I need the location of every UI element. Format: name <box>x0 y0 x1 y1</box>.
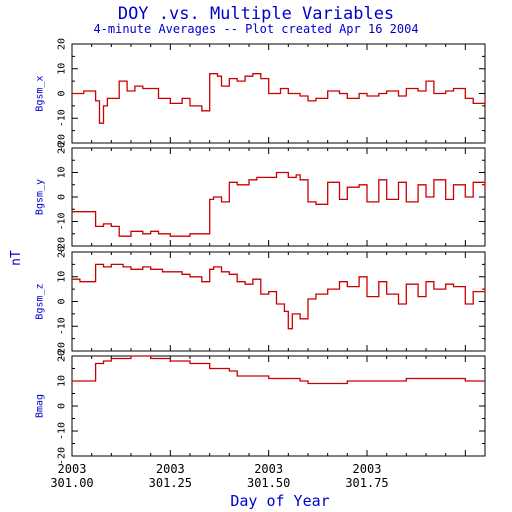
y-tick-label: 20 <box>57 350 68 362</box>
y-tick-label: 0 <box>57 298 68 304</box>
panel-4-series-line <box>72 355 485 385</box>
x-tick-label-doy: 301.50 <box>247 476 290 490</box>
x-tick-label-year: 2003 <box>353 462 382 476</box>
x-tick-label-year: 2003 <box>156 462 185 476</box>
panel-2-ylabel: Bgsm_y <box>35 179 46 215</box>
x-tick-label-doy: 301.75 <box>345 476 388 490</box>
y-tick-label: 10 <box>57 375 68 387</box>
y-tick-label: 10 <box>57 63 68 75</box>
y-tick-label: -20 <box>57 342 68 360</box>
x-tick-label-doy: 301.00 <box>50 476 93 490</box>
y-tick-label: 20 <box>57 38 68 50</box>
y-tick-label: -10 <box>57 109 68 127</box>
x-tick-label-doy: 301.25 <box>149 476 192 490</box>
chart-title: DOY .vs. Multiple Variables <box>117 4 395 24</box>
y-tick-label: 0 <box>57 403 68 409</box>
y-tick-label: 20 <box>57 246 68 258</box>
chart-subtitle: 4-minute Averages -- Plot created Apr 16… <box>93 22 419 36</box>
y-tick-label: -20 <box>57 447 68 465</box>
panel-3-frame <box>71 251 486 352</box>
panel-1-ylabel: Bgsm_x <box>35 75 46 111</box>
panel-1-series-line <box>72 73 486 124</box>
y-tick-label: -10 <box>57 212 68 230</box>
common-y-axis-label: nT <box>9 250 24 266</box>
y-tick-label: -20 <box>57 237 68 255</box>
y-tick-label: 0 <box>57 90 68 96</box>
y-tick-label: 10 <box>57 271 68 283</box>
y-tick-label: 10 <box>57 166 68 178</box>
y-tick-label: -10 <box>57 422 68 440</box>
x-tick-label-year: 2003 <box>254 462 283 476</box>
panel-2-series-line <box>72 171 486 237</box>
y-tick-label: 20 <box>57 142 68 154</box>
panel-4-frame <box>71 355 486 457</box>
panel-3-ylabel: Bgsm_z <box>35 283 46 319</box>
panel-3-series-line <box>72 263 486 330</box>
x-axis-label: Day of Year <box>230 492 330 510</box>
x-tick-label-year: 2003 <box>58 462 87 476</box>
y-tick-label: -20 <box>57 134 68 152</box>
y-tick-label: -10 <box>57 317 68 335</box>
panel-4-ylabel: Bmag <box>35 394 46 418</box>
y-tick-label: 0 <box>57 194 68 200</box>
